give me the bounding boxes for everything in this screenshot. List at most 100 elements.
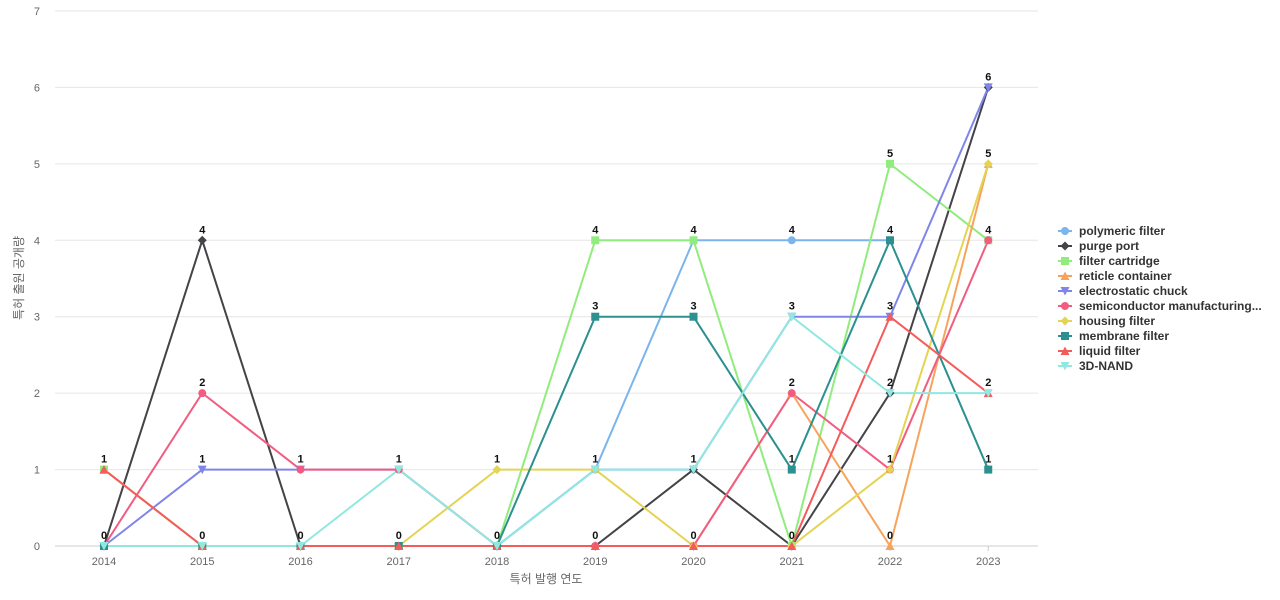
legend-marker [1060, 316, 1070, 326]
series-point [492, 542, 502, 551]
data-label: 1 [789, 454, 795, 466]
legend-label: semiconductor manufacturing... [1079, 299, 1262, 313]
data-label: 5 [985, 148, 991, 160]
legend-item[interactable]: electrostatic chuck [1058, 284, 1188, 298]
legend-label: filter cartridge [1079, 254, 1160, 268]
data-labels: 1 0 4 2 1 0 1 0 1 0 1 0 4 3 1 0 4 3 1 0 4 3 2 1 0 5 4 3 2 1 0 6 5 4 2 1 [101, 71, 992, 542]
x-tick-label: 2016 [288, 556, 312, 568]
series-point [197, 465, 207, 475]
legend-marker [1060, 346, 1070, 355]
series-point [197, 235, 207, 245]
series-point [689, 465, 698, 475]
data-label: 0 [199, 530, 205, 542]
data-label: 4 [789, 224, 796, 236]
legend-label: membrane filter [1079, 329, 1169, 343]
series-point [590, 465, 600, 475]
legend-item[interactable]: liquid filter [1058, 344, 1141, 358]
series-point [394, 465, 404, 475]
legend-marker [1060, 362, 1070, 371]
data-label: 1 [297, 454, 303, 466]
y-tick-label: 2 [34, 388, 40, 400]
series-point [983, 389, 993, 398]
series-point [984, 236, 993, 245]
legend-label: 3D-NAND [1079, 359, 1133, 373]
data-label: 1 [101, 454, 107, 466]
series-point [296, 465, 305, 474]
x-tick-label: 2018 [485, 556, 509, 568]
legend-item[interactable]: polymeric filter [1058, 224, 1165, 238]
legend-label: reticle container [1079, 269, 1172, 283]
series-point [590, 541, 600, 550]
data-label: 4 [199, 224, 206, 236]
y-tick-label: 7 [34, 6, 40, 18]
legend-item[interactable]: membrane filter [1058, 329, 1169, 343]
series-point [689, 312, 698, 321]
series-point [591, 312, 600, 321]
series-point [198, 389, 207, 398]
series-point [689, 236, 698, 245]
data-label: 0 [396, 530, 402, 542]
data-label: 5 [887, 148, 893, 160]
series-point [984, 465, 993, 474]
series-point [885, 312, 895, 321]
data-label: 1 [199, 454, 205, 466]
legend-marker [1061, 227, 1069, 235]
series-point [983, 159, 993, 169]
x-axis-ticks: 2014 2015 2016 2017 2018 2019 2020 2021 2022 2023 [92, 546, 1000, 568]
y-tick-label: 1 [34, 465, 40, 477]
legend-label: electrostatic chuck [1079, 284, 1188, 298]
legend-label: polymeric filter [1079, 224, 1165, 238]
legend-item[interactable]: housing filter [1058, 314, 1155, 328]
series-line-3 [103, 163, 990, 547]
series-point [787, 236, 796, 245]
series-point [787, 541, 797, 550]
series-point [885, 541, 895, 550]
data-label: 2 [985, 377, 991, 389]
data-label: 3 [690, 301, 696, 313]
series-point [99, 465, 109, 474]
y-tick-label: 0 [34, 541, 40, 553]
legend-marker [1060, 241, 1070, 251]
data-label: 1 [985, 454, 991, 466]
y-tick-label: 4 [34, 235, 40, 247]
series-point [886, 236, 894, 245]
series-point [885, 465, 895, 475]
legend-item[interactable]: purge port [1058, 239, 1139, 253]
series-point [787, 389, 796, 398]
series-line-6 [104, 163, 990, 547]
data-label: 0 [789, 530, 795, 542]
x-tick-label: 2020 [681, 556, 705, 568]
series-point [689, 541, 698, 550]
series-lines [103, 87, 990, 547]
legend-label: housing filter [1079, 314, 1155, 328]
series-point [492, 465, 502, 475]
legend-marker [1061, 257, 1069, 265]
x-tick-label: 2021 [780, 556, 804, 568]
legend-marker [1061, 302, 1069, 310]
series-point [394, 541, 404, 550]
legend-marker [1060, 271, 1070, 280]
series-line-2 [103, 162, 989, 547]
data-label: 0 [297, 530, 303, 542]
legend-item[interactable]: filter cartridge [1058, 254, 1160, 268]
y-axis-ticks: 0 1 2 3 4 5 6 7 [34, 6, 40, 553]
data-label: 1 [887, 454, 893, 466]
x-tick-label: 2022 [878, 556, 902, 568]
data-label: 3 [887, 301, 893, 313]
data-label: 0 [690, 530, 696, 542]
series-markers [99, 82, 993, 551]
data-label: 0 [101, 530, 107, 542]
legend-item[interactable]: reticle container [1058, 269, 1172, 283]
series-point [99, 542, 109, 551]
x-tick-label: 2014 [92, 556, 116, 568]
series-point [591, 236, 600, 245]
legend-marker [1061, 332, 1069, 340]
data-label: 4 [690, 224, 697, 236]
legend-item[interactable]: 3D-NAND [1058, 359, 1133, 373]
legend-marker [1060, 287, 1070, 296]
legend-item[interactable]: semiconductor manufacturing... [1058, 299, 1262, 313]
series-line-9 [104, 315, 989, 547]
legend-label: purge port [1079, 239, 1139, 253]
data-label: 6 [985, 71, 991, 83]
